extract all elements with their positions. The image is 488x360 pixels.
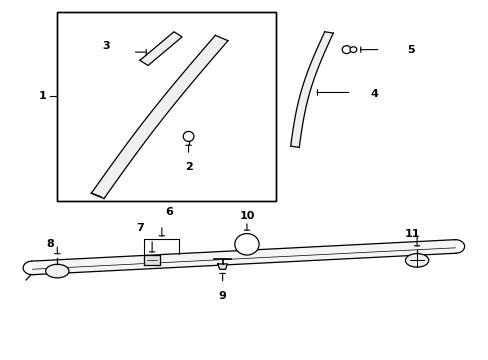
Ellipse shape [349, 47, 356, 53]
Bar [57, 12, 276, 202]
Text: 7: 7 [136, 223, 143, 233]
Polygon shape [91, 35, 227, 199]
Ellipse shape [342, 46, 350, 54]
Text: 6: 6 [165, 207, 173, 217]
Text: 10: 10 [239, 211, 254, 221]
Polygon shape [140, 32, 182, 66]
Text: 4: 4 [370, 89, 378, 99]
Ellipse shape [183, 131, 194, 141]
Bar [57, 12, 276, 202]
Ellipse shape [45, 264, 69, 278]
Text: 9: 9 [218, 291, 226, 301]
Text: 11: 11 [404, 229, 419, 239]
Polygon shape [217, 264, 227, 269]
Text: 8: 8 [46, 239, 54, 249]
Polygon shape [32, 240, 455, 275]
Polygon shape [144, 255, 160, 265]
Text: 5: 5 [407, 45, 414, 55]
Text: 2: 2 [184, 162, 192, 172]
Ellipse shape [234, 234, 259, 255]
Text: 3: 3 [102, 41, 109, 51]
Polygon shape [290, 32, 333, 148]
Ellipse shape [405, 253, 428, 267]
Text: 1: 1 [39, 91, 46, 101]
